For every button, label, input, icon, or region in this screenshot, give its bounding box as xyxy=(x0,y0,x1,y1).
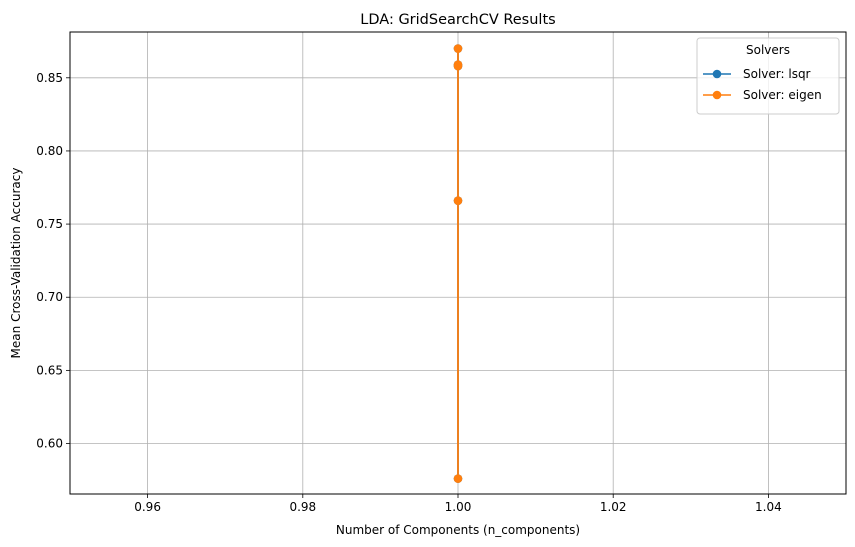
legend-box xyxy=(696,37,840,115)
x-tick-label: 1.02 xyxy=(600,500,627,514)
y-tick-label: 0.85 xyxy=(36,71,63,85)
series-layer xyxy=(453,44,463,483)
y-tick-label: 0.75 xyxy=(36,217,63,231)
x-tick-label: 0.98 xyxy=(289,500,316,514)
y-tick-label: 0.65 xyxy=(36,363,63,377)
y-tick-label: 0.60 xyxy=(36,437,63,451)
x-tick-label: 1.04 xyxy=(755,500,782,514)
data-point xyxy=(453,44,463,53)
series-2 xyxy=(453,44,463,483)
legend-item-lsqr: Solver: lsqr xyxy=(703,67,811,81)
x-tick-label: 0.96 xyxy=(134,500,161,514)
chart-title: LDA: GridSearchCV Results xyxy=(360,12,555,28)
legend-title: Solvers xyxy=(746,43,790,57)
y-tick-label: 0.70 xyxy=(36,290,63,304)
x-tick-label: 1.00 xyxy=(445,500,472,514)
legend-swatch-marker-lsqr xyxy=(712,69,722,79)
data-point xyxy=(453,61,463,71)
ticks: 0.96 0.98 1.00 1.02 1.04 0.60 0.65 0.70 0.75 0.80… xyxy=(36,71,781,514)
y-tick-label: 0.80 xyxy=(36,144,63,158)
legend: Solvers Solver: lsqr Solver: eigen xyxy=(696,37,840,115)
y-axis-title: Mean Cross-Validation Accuracy xyxy=(9,168,23,359)
legend-label-eigen: Solver: eigen xyxy=(743,88,822,102)
legend-swatch-marker-eigen xyxy=(712,90,722,100)
data-point xyxy=(453,474,463,483)
x-axis-title: Number of Components (n_components) xyxy=(336,523,580,537)
legend-label-lsqr: Solver: lsqr xyxy=(743,67,811,81)
legend-item-eigen: Solver: eigen xyxy=(703,88,822,102)
data-point xyxy=(453,196,463,205)
